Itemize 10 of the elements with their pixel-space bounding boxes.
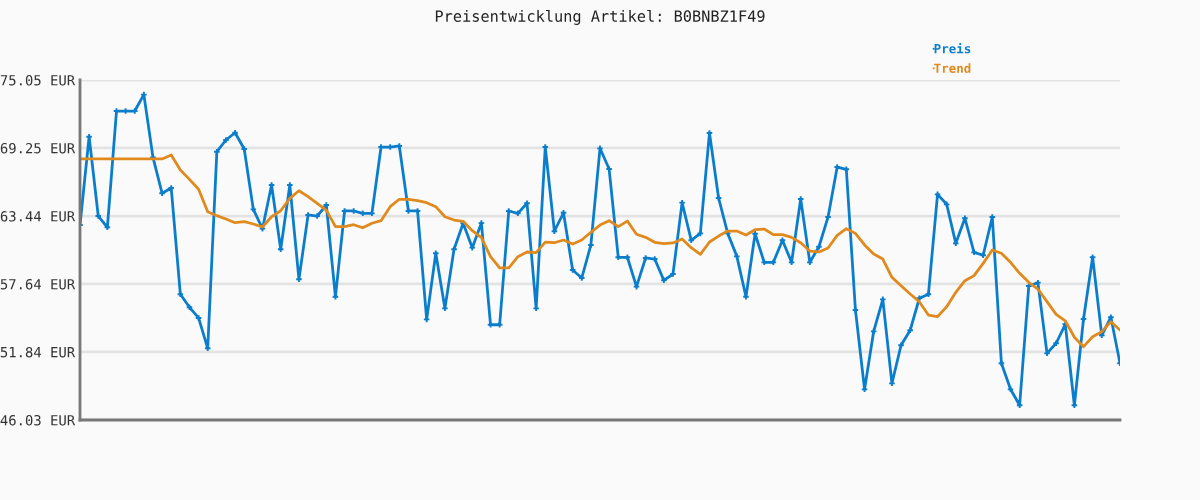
y-tick-label: 75.05 EUR bbox=[0, 75, 76, 86]
legend-label: Preis bbox=[934, 42, 971, 54]
y-tick-label: 46.03 EUR bbox=[0, 415, 76, 426]
y-tick-label: 63.44 EUR bbox=[0, 211, 76, 222]
y-tick-label: 57.64 EUR bbox=[0, 278, 76, 290]
line-series bbox=[80, 153, 1120, 349]
legend-label: Trend bbox=[934, 63, 971, 73]
chart-title: Preisentwicklung Artikel: B0BNBZ1F49 bbox=[435, 9, 765, 25]
y-tick-label: 69.25 EUR bbox=[0, 142, 76, 154]
y-tick-label: 51.84 EUR bbox=[0, 346, 76, 358]
